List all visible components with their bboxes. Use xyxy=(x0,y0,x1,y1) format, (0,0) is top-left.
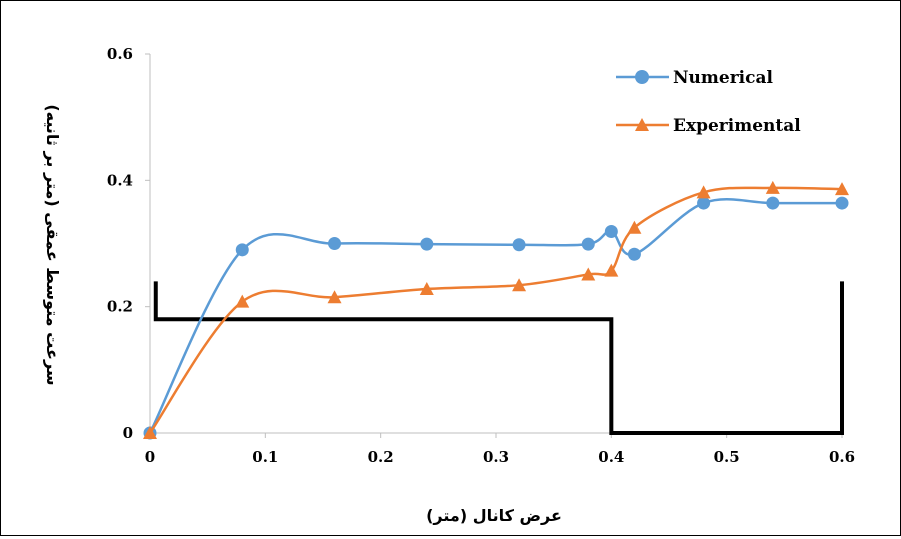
series-numerical-point xyxy=(235,243,249,257)
legend-numerical-label: Numerical xyxy=(673,68,773,88)
y-tick-label: 0 xyxy=(123,424,133,442)
series-experimental-point xyxy=(627,220,642,234)
series-numerical xyxy=(143,196,849,440)
series-layer xyxy=(143,180,849,440)
x-tick-label: 0.1 xyxy=(252,448,278,466)
series-experimental-point xyxy=(419,281,434,295)
series-experimental-point xyxy=(604,263,619,277)
channel-profile-line xyxy=(153,281,844,435)
series-experimental-point xyxy=(327,290,342,304)
y-axis-title: سرعت متوسط عمقی (متر بر ثانیه) xyxy=(43,104,62,385)
series-numerical-point xyxy=(512,238,526,252)
series-numerical-point xyxy=(604,224,618,238)
legend-numerical-marker xyxy=(635,70,649,84)
x-tick-label: 0.2 xyxy=(368,448,394,466)
series-experimental-point xyxy=(765,180,780,194)
legend-experimental-marker xyxy=(635,118,649,131)
x-tick-label: 0.4 xyxy=(598,448,624,466)
axes: 0 0.2 0.4 0.6 0 0.1 0.2 0.3 0.4 0.5 0.6 xyxy=(107,45,855,466)
series-experimental-point xyxy=(235,294,250,308)
series-numerical-point xyxy=(835,196,849,210)
legend: Numerical Experimental xyxy=(616,68,801,136)
series-numerical-line xyxy=(148,198,842,434)
series-experimental-point xyxy=(835,182,849,196)
series-numerical-point xyxy=(420,237,434,251)
series-experimental-line xyxy=(148,186,843,434)
series-numerical-point xyxy=(627,247,641,261)
x-axis-title: عرض کانال (متر) xyxy=(426,506,562,525)
x-tick-label: 0.5 xyxy=(714,448,740,466)
y-tick-label: 0.6 xyxy=(107,45,133,63)
legend-experimental-label: Experimental xyxy=(673,116,801,136)
series-experimental-point xyxy=(512,278,527,292)
series-numerical-point xyxy=(328,237,342,250)
series-numerical-point xyxy=(581,237,595,251)
x-tick-label: 0.3 xyxy=(483,448,509,466)
series-experimental-point xyxy=(143,426,157,439)
y-tick-label: 0.4 xyxy=(107,171,133,189)
series-numerical-point xyxy=(766,196,780,210)
x-tick-label: 0 xyxy=(145,448,155,466)
x-tick-label: 0.6 xyxy=(829,448,855,466)
series-experimental-point xyxy=(581,267,596,281)
channel-profile-layer xyxy=(153,281,844,435)
series-experimental xyxy=(143,180,849,439)
series-numerical-point xyxy=(697,196,711,210)
y-tick-label: 0.2 xyxy=(107,298,133,316)
series-experimental-point xyxy=(696,185,711,199)
